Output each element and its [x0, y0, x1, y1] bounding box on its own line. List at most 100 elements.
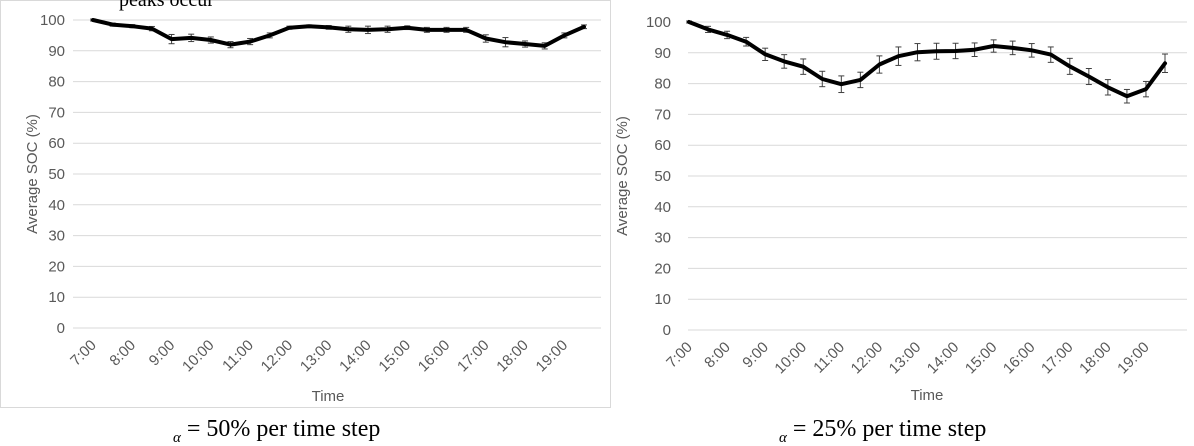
data-point: [725, 33, 729, 37]
x-axis-title: Time: [312, 388, 345, 405]
data-point: [523, 42, 527, 46]
data-point: [744, 40, 748, 44]
data-point: [1049, 53, 1053, 57]
x-tick-label: 12:00: [258, 337, 297, 376]
series-line: [687, 20, 1167, 99]
data-point: [839, 82, 843, 86]
x-tick-label: 16:00: [1000, 339, 1039, 378]
x-tick-label: 11:00: [810, 339, 848, 377]
data-point: [543, 44, 547, 48]
x-tick-label: 13:00: [886, 339, 925, 378]
data-point: [582, 25, 586, 29]
y-tick-label: 30: [48, 228, 65, 245]
data-point: [763, 52, 767, 56]
data-point: [935, 49, 939, 53]
x-tick-label: 7:00: [67, 337, 100, 370]
y-tick-label: 50: [654, 168, 671, 185]
data-point: [1087, 75, 1091, 79]
x-tick-label: 18:00: [493, 337, 532, 376]
y-axis-title: Average SOC (%): [614, 116, 631, 236]
data-point: [858, 78, 862, 82]
data-point: [877, 63, 881, 67]
y-axis-title: Average SOC (%): [24, 114, 41, 234]
data-point: [1125, 94, 1129, 98]
data-point: [170, 37, 174, 41]
y-tick-label: 100: [40, 12, 65, 29]
x-tick-label: 8:00: [106, 337, 139, 370]
y-tick-label: 20: [48, 258, 65, 275]
data-point: [189, 36, 193, 40]
x-tick-label: 13:00: [297, 337, 336, 376]
x-tick-label: 14:00: [924, 339, 963, 378]
data-point: [248, 40, 252, 44]
data-point: [973, 48, 977, 52]
y-tick-label: 90: [654, 45, 671, 62]
x-tick-label: 9:00: [739, 339, 772, 372]
data-point: [1106, 85, 1110, 89]
x-axis-title: Time: [911, 387, 944, 404]
y-tick-label: 70: [654, 106, 671, 123]
clipped-caption-fragment: peaks occur: [119, 0, 214, 11]
data-point: [464, 28, 468, 32]
chart-panel-right: 0 10 20 30 40 50 60 70 80 90 100 7:00 8:00 9:00 10:00 1…: [611, 0, 1194, 408]
x-tick-label: 14:00: [336, 337, 375, 376]
x-tick-label: 9:00: [146, 337, 179, 370]
data-point: [954, 49, 958, 53]
caption-right-text: = 25% per time step: [792, 416, 987, 442]
data-point: [706, 27, 710, 31]
data-point: [1163, 61, 1167, 65]
data-point: [445, 28, 449, 32]
y-tick-label: 40: [654, 199, 671, 216]
caption-left-text: = 50% per time step: [186, 416, 381, 442]
data-point: [386, 27, 390, 31]
data-point: [425, 28, 429, 32]
y-tick-label: 80: [48, 74, 65, 91]
x-tick-label: 17:00: [1038, 339, 1077, 378]
x-tick-label: 19:00: [1114, 339, 1153, 378]
y-tick-label: 10: [48, 289, 65, 306]
y-tick-label: 40: [48, 197, 65, 214]
y-tick-label: 80: [654, 76, 671, 93]
data-point: [820, 77, 824, 81]
data-point: [503, 40, 507, 44]
y-tick-label: 100: [646, 14, 671, 31]
x-tick-label: 15:00: [375, 337, 414, 376]
x-tick-label: 17:00: [454, 337, 493, 376]
data-point: [484, 36, 488, 40]
y-tick-label: 70: [48, 104, 65, 121]
caption-left-symbol: α: [173, 430, 181, 446]
data-point: [268, 33, 272, 37]
data-point: [915, 50, 919, 54]
series-line: [91, 18, 586, 48]
caption-right: α = 25% per time step: [779, 416, 987, 446]
data-point: [346, 27, 350, 31]
data-point: [111, 23, 115, 27]
x-tick-label: 11:00: [219, 337, 257, 375]
data-point: [130, 24, 134, 28]
data-point: [307, 24, 311, 28]
data-point: [327, 25, 331, 29]
data-point: [91, 18, 95, 22]
y-tick-label: 50: [48, 166, 65, 183]
data-point: [366, 28, 370, 32]
data-point: [562, 33, 566, 37]
data-point: [687, 20, 691, 24]
x-tick-label: 15:00: [962, 339, 1001, 378]
chart-panel-left: peaks occur 0 10 20 30 40 50 60 70 80 90 100 7:00 8:…: [0, 0, 611, 408]
y-tick-label: 30: [654, 230, 671, 247]
x-tick-label: 8:00: [701, 339, 734, 372]
y-tick-label: 0: [663, 322, 671, 339]
x-tick-label: 19:00: [533, 337, 572, 376]
caption-right-symbol: α: [779, 430, 787, 446]
data-point: [992, 44, 996, 48]
y-tick-label: 60: [654, 137, 671, 154]
x-tick-label: 7:00: [663, 339, 696, 372]
data-point: [405, 26, 409, 30]
data-point: [1030, 48, 1034, 52]
data-point: [1144, 87, 1148, 91]
data-point: [1068, 64, 1072, 68]
data-point: [150, 27, 154, 31]
y-tick-label: 10: [654, 291, 671, 308]
caption-left: α = 50% per time step: [173, 416, 381, 446]
